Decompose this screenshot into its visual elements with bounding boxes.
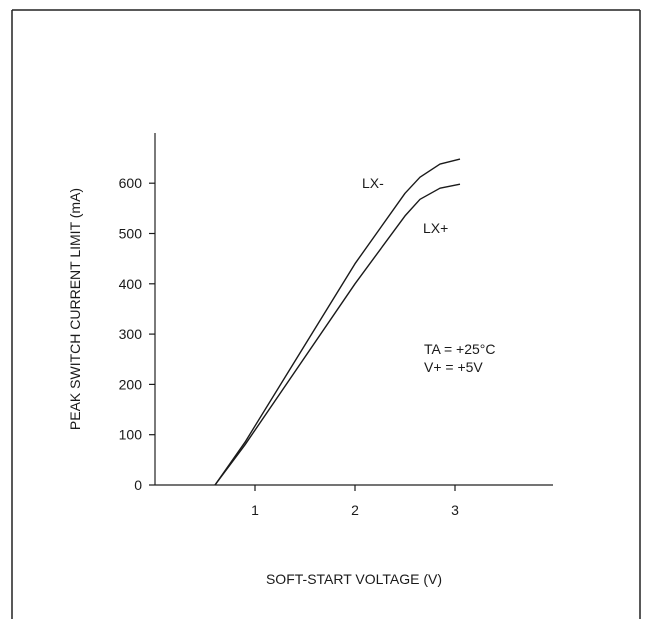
series-line-lx-minus	[214, 158, 461, 486]
y-axis-ticks: 0 100 200 300 400 500 600	[119, 175, 155, 493]
x-axis-title: SOFT-START VOLTAGE (V)	[266, 571, 442, 587]
y-axis-title: PEAK SWITCH CURRENT LIMIT (mA)	[67, 188, 83, 430]
x-tick-label: 1	[251, 502, 259, 518]
x-axis-ticks: 1 2 3	[251, 485, 459, 518]
y-tick-label: 200	[119, 376, 143, 392]
series-label-lx-plus: LX+	[423, 220, 448, 236]
plot-series	[214, 158, 461, 486]
x-tick-label: 3	[451, 502, 459, 518]
y-tick-label: 0	[134, 477, 142, 493]
y-tick-label: 600	[119, 175, 143, 191]
y-tick-label: 500	[119, 226, 143, 242]
series-line-lx-plus	[214, 183, 461, 486]
series-label-lx-minus: LX-	[362, 175, 384, 191]
y-tick-label: 300	[119, 326, 143, 342]
y-tick-label: 100	[119, 427, 143, 443]
annotation-ta: TA = +25°C	[424, 341, 496, 357]
x-tick-label: 2	[351, 502, 359, 518]
y-tick-label: 400	[119, 276, 143, 292]
annotation-vplus: V+ = +5V	[424, 359, 483, 375]
